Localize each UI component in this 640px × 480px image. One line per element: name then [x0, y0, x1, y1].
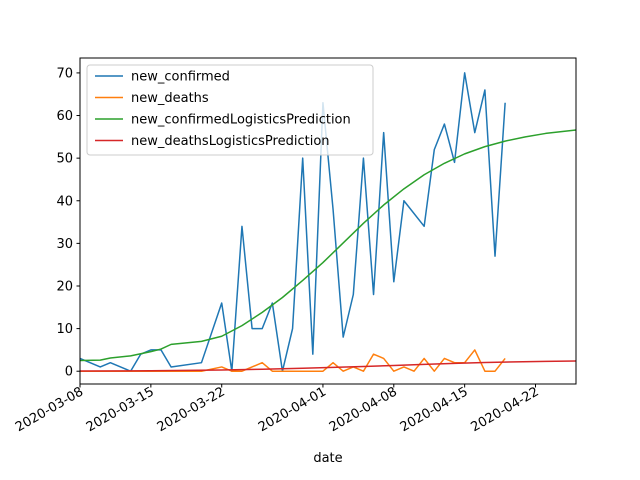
legend-box — [86, 64, 374, 156]
y-tick-label: 50 — [56, 152, 73, 167]
legend-entry: new_confirmed — [131, 70, 230, 85]
legend-entry: new_deathsLogisticsPrediction — [131, 134, 330, 149]
series-layer — [79, 72, 577, 372]
series-line-new_confirmedLogisticsPrediction — [79, 129, 577, 362]
y-tick-label: 20 — [56, 279, 73, 294]
y-tick-label: 40 — [56, 194, 73, 209]
series-line-new_deathsLogisticsPrediction — [79, 360, 577, 372]
y-tick-label: 0 — [65, 365, 73, 380]
y-tick-label: 60 — [56, 109, 73, 124]
x-axis-label: date — [313, 451, 342, 466]
y-tick-label: 30 — [56, 237, 73, 252]
plot-frame — [79, 57, 577, 385]
legend-entry: new_deaths — [131, 91, 209, 106]
y-tick-label: 70 — [56, 66, 73, 81]
legend-entry: new_confirmedLogisticsPrediction — [131, 113, 351, 128]
legend: new_confirmed new_deaths new_confirmedLogi… — [86, 64, 374, 156]
y-tick-label: 10 — [56, 322, 73, 337]
y-axis: 0 10 20 30 40 50 60 70 — [56, 66, 80, 380]
series-line-new_confirmed — [79, 72, 506, 372]
